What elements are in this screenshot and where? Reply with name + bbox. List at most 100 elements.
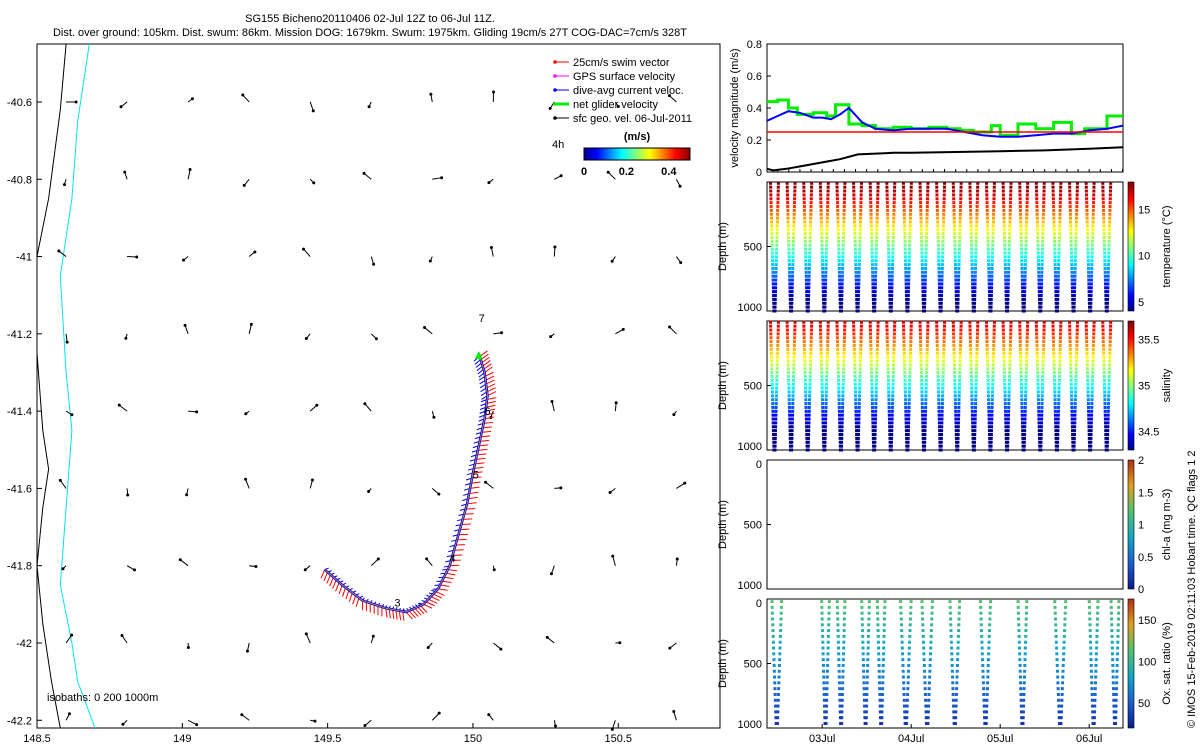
temp-data-point xyxy=(953,235,957,239)
oxy-data-point xyxy=(988,623,992,627)
sal-data-point xyxy=(855,436,859,440)
temp-data-point xyxy=(892,205,896,209)
temp-data-point xyxy=(791,259,795,263)
sal-data-point xyxy=(841,390,845,394)
sal-data-point xyxy=(886,359,890,363)
oxy-data-point xyxy=(1018,675,1022,679)
sal-data-point xyxy=(973,440,977,444)
temp-data-point xyxy=(1020,259,1024,263)
temp-data-point xyxy=(920,255,924,259)
sal-data-point xyxy=(803,355,807,359)
oxy-data-point xyxy=(930,600,934,604)
sal-colorbar xyxy=(1127,320,1135,451)
oxy-data-point xyxy=(954,704,958,708)
sal-data-point xyxy=(1003,378,1007,382)
temp-data-point xyxy=(1007,239,1011,243)
sal-data-point xyxy=(970,390,974,394)
temp-data-point xyxy=(1108,193,1112,197)
sal-data-point xyxy=(836,344,840,348)
oxy-data-point xyxy=(929,634,933,638)
temp-data-point xyxy=(809,208,813,212)
temp-data-point xyxy=(1075,216,1079,220)
map-ytick-label: -41.8 xyxy=(7,561,32,573)
temp-data-point xyxy=(940,282,944,286)
swim-vector xyxy=(433,593,443,599)
chl-colorbar-label: chl-a (mg m-3) xyxy=(1161,489,1173,561)
oxy-data-point xyxy=(902,681,906,685)
temp-data-point xyxy=(954,278,958,282)
sal-data-point xyxy=(969,347,973,351)
oxy-data-point xyxy=(909,600,913,604)
temp-data-point xyxy=(1054,290,1058,294)
sal-data-point xyxy=(919,371,923,375)
temp-data-point xyxy=(807,297,811,301)
temp-data-point xyxy=(790,290,794,294)
temp-data-point xyxy=(1052,208,1056,212)
sal-data-point xyxy=(770,371,774,375)
sal-data-point xyxy=(958,367,962,371)
oxy-data-point xyxy=(779,617,783,621)
oxy-data-point xyxy=(909,605,913,609)
sal-data-point xyxy=(774,413,778,417)
sal-data-point xyxy=(1023,402,1027,406)
temp-data-point xyxy=(987,286,991,290)
geo-velocity-arrowhead xyxy=(437,711,441,715)
temp-data-point xyxy=(774,282,778,286)
sal-data-point xyxy=(1107,386,1111,390)
temp-data-point xyxy=(856,301,860,305)
temp-data-point xyxy=(819,216,823,220)
sal-data-point xyxy=(1019,374,1023,378)
geo-velocity-arrowhead xyxy=(183,323,187,327)
sal-data-point xyxy=(889,448,893,452)
oxy-data-point xyxy=(880,704,884,708)
oxy-data-point xyxy=(840,716,844,720)
temp-data-point xyxy=(1041,243,1045,247)
sal-data-point xyxy=(951,320,955,324)
temp-data-point xyxy=(942,205,946,209)
temp-data-point xyxy=(791,255,795,259)
temp-data-point xyxy=(1058,220,1062,224)
sal-data-point xyxy=(920,378,924,382)
sal-data-point xyxy=(942,344,946,348)
sal-data-point xyxy=(1037,421,1041,425)
geo-velocity-arrowhead xyxy=(362,171,366,175)
temp-data-point xyxy=(1008,228,1012,232)
legend-arrowhead xyxy=(553,74,557,78)
sal-data-point xyxy=(923,413,927,417)
sal-data-point xyxy=(802,332,806,336)
temp-data-point xyxy=(925,232,929,236)
temp-data-point xyxy=(1103,270,1107,274)
temp-data-point xyxy=(959,205,963,209)
sal-data-point xyxy=(923,436,927,440)
oxy-data-point xyxy=(820,605,824,609)
sal-data-point xyxy=(973,413,977,417)
sal-data-point xyxy=(1070,398,1074,402)
sal-data-point xyxy=(787,398,791,402)
sal-data-point xyxy=(1008,367,1012,371)
sal-data-point xyxy=(952,340,956,344)
sal-data-point xyxy=(968,336,972,340)
oxy-data-point xyxy=(820,617,824,621)
sal-data-point xyxy=(858,363,862,367)
temp-data-point xyxy=(1091,212,1095,216)
temp-data-point xyxy=(906,290,910,294)
sal-data-point xyxy=(875,347,879,351)
oxy-data-point xyxy=(878,681,882,685)
oxy-data-point xyxy=(906,692,910,696)
temp-data-point xyxy=(787,243,791,247)
sal-data-point xyxy=(858,371,862,375)
sal-data-point xyxy=(992,344,996,348)
temp-data-point xyxy=(1025,216,1029,220)
sal-data-point xyxy=(1003,398,1007,402)
sal-data-point xyxy=(776,332,780,336)
geo-velocity-arrowhead xyxy=(244,477,248,481)
temp-data-point xyxy=(1052,212,1056,216)
sal-data-point xyxy=(1052,367,1056,371)
temp-data-point xyxy=(1026,181,1030,185)
sal-data-point xyxy=(907,398,911,402)
swim-vector xyxy=(484,412,495,416)
temp-data-point xyxy=(985,216,989,220)
temp-colorbar-tick: 10 xyxy=(1138,251,1150,263)
temp-data-point xyxy=(787,255,791,259)
